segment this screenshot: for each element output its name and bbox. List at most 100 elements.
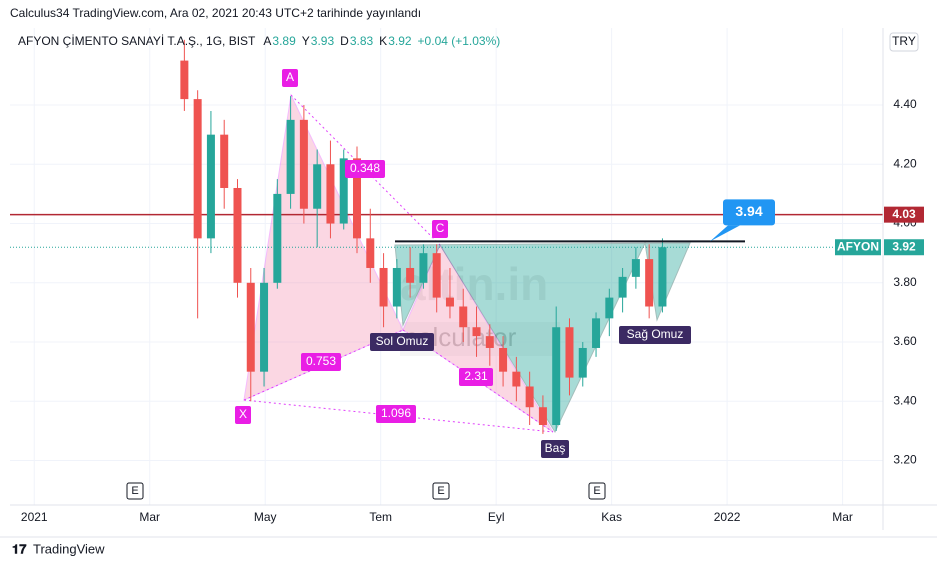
candle-body xyxy=(406,267,415,283)
candle-body xyxy=(353,158,362,239)
price-tag xyxy=(884,239,924,256)
legend-key: A xyxy=(263,34,271,48)
annotation-label: Baş xyxy=(545,441,566,455)
annotation-label: 1.096 xyxy=(381,406,411,420)
symbol-tag xyxy=(835,239,881,256)
price-tag-label: 3.92 xyxy=(892,239,916,253)
logo: 𝟏𝟕 xyxy=(12,541,27,556)
callout xyxy=(723,199,775,226)
candle-body xyxy=(432,253,441,298)
footer: TradingView xyxy=(33,541,105,556)
y-tick-label: 4.40 xyxy=(893,97,917,111)
candle-body xyxy=(366,238,375,268)
candle-body xyxy=(180,60,189,100)
candle-body xyxy=(658,247,667,307)
x-tick-label: Tem xyxy=(369,510,392,524)
candle-body xyxy=(313,164,322,209)
candle-body xyxy=(233,187,242,283)
price-tag xyxy=(884,206,924,223)
annotation-label: A xyxy=(286,70,294,84)
event-label: E xyxy=(131,485,138,497)
annotation-label: Sol Omuz xyxy=(376,334,429,348)
candle-body xyxy=(392,267,401,307)
annotation-box xyxy=(282,69,298,87)
candle-body xyxy=(379,267,388,307)
candle-body xyxy=(578,347,587,378)
x-tick-label: 2021 xyxy=(21,510,48,524)
legend-key: K xyxy=(379,34,387,48)
x-tick-label: May xyxy=(254,510,277,524)
annotation-box xyxy=(541,440,569,458)
candle-body xyxy=(525,386,534,408)
event-label: E xyxy=(437,485,444,497)
candle-body xyxy=(299,119,308,209)
candle-body xyxy=(565,327,574,378)
candle-body xyxy=(631,259,640,277)
legend-value: 3.89 xyxy=(272,34,296,48)
legend-key: Y xyxy=(302,34,310,48)
candle-body xyxy=(485,336,494,348)
candle-body xyxy=(512,371,521,387)
x-tick-label: Mar xyxy=(832,510,853,524)
x-tick-label: Kas xyxy=(601,510,622,524)
event-marker xyxy=(588,482,606,500)
candle-body xyxy=(326,164,335,224)
candle-body xyxy=(618,276,627,298)
y-tick-label: 3.80 xyxy=(893,275,917,289)
candle-body xyxy=(220,134,229,188)
annotation-box xyxy=(376,405,416,423)
candle-body xyxy=(472,327,481,337)
ohlc-legend: A 3.89 Y 3.93 D 3.83 K 3.92 +0.04 (+1.03%) xyxy=(263,34,500,48)
candle-body xyxy=(419,253,428,283)
x-tick-label: Mar xyxy=(139,510,160,524)
annotation-box xyxy=(301,353,341,371)
candle-body xyxy=(273,193,282,283)
candle-body xyxy=(645,259,654,307)
plot xyxy=(10,39,883,434)
annotation-label: Sağ Omuz xyxy=(627,327,684,341)
annotation-label: 2.31 xyxy=(464,369,488,383)
legend-value: 3.93 xyxy=(311,34,335,48)
candle-body xyxy=(260,282,269,372)
candle-body xyxy=(193,99,202,239)
annotation-label: C xyxy=(436,221,445,235)
x-tick-label: Eyl xyxy=(488,510,505,524)
symbol-title: AFYON ÇİMENTO SANAYİ T.A.Ş., 1G, BIST xyxy=(18,34,256,48)
event-marker xyxy=(126,482,144,500)
symbol-tag-label: AFYON xyxy=(837,239,879,253)
legend-value: 3.83 xyxy=(350,34,374,48)
candle-body xyxy=(286,119,295,194)
callout-label: 3.94 xyxy=(735,203,762,219)
annotation-box xyxy=(235,406,251,424)
annotation-label: 0.753 xyxy=(306,354,336,368)
candle-body xyxy=(592,318,601,348)
x-tick-label: 2022 xyxy=(714,510,741,524)
candle-body xyxy=(552,327,561,426)
annotation-label: 0.348 xyxy=(350,161,380,175)
candle-body xyxy=(605,297,614,319)
event-marker xyxy=(432,482,450,500)
publisher: Calculus34 TradingView.com, Ara 02, 2021… xyxy=(10,6,421,20)
annotation-box xyxy=(432,220,448,238)
callout-pointer xyxy=(710,225,740,242)
currency: TRY xyxy=(892,34,916,48)
y-tick-label: 3.40 xyxy=(893,393,917,407)
y-tick-label: 4.20 xyxy=(893,156,917,170)
annotation-box xyxy=(370,333,434,351)
y-tick-label: 3.20 xyxy=(893,453,917,467)
candle-body xyxy=(206,134,215,239)
legend-key: D xyxy=(340,34,349,48)
annotation-box xyxy=(459,368,493,386)
legend-change: +0.04 (+1.03%) xyxy=(418,34,501,48)
annotations: 3.94 A C X 0.348 0.753 2.31 1.096 Sol Omuz Baş Sağ… xyxy=(235,69,775,458)
annotation-box xyxy=(345,160,385,178)
currency-box xyxy=(889,32,919,52)
candle-body xyxy=(459,306,468,328)
event-label: E xyxy=(593,485,600,497)
candle-body xyxy=(499,347,508,372)
price-tag-label: 4.03 xyxy=(892,207,916,221)
annotation-box xyxy=(619,326,691,344)
candle-body xyxy=(538,407,547,426)
